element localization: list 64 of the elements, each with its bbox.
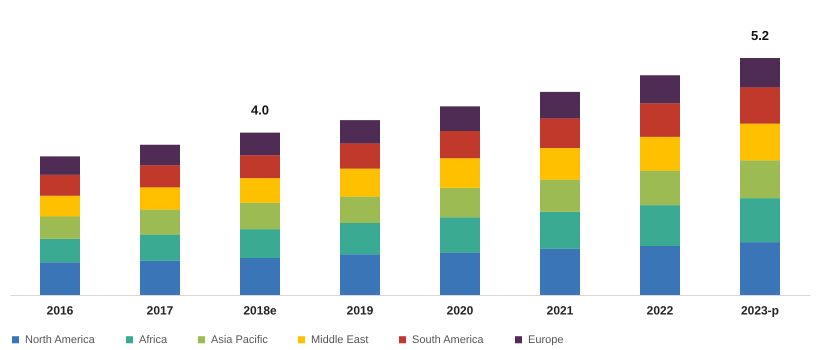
- bar: [340, 222, 380, 254]
- bar: [240, 258, 280, 295]
- bar: [640, 103, 680, 137]
- bar: [440, 130, 480, 158]
- bar: [40, 262, 80, 295]
- bar: [640, 170, 680, 206]
- bar: [240, 132, 280, 156]
- bar: [640, 246, 680, 295]
- bar: [740, 124, 780, 160]
- bar: [640, 136, 680, 171]
- bar: [140, 165, 180, 188]
- bar: [540, 118, 580, 148]
- bar: [40, 238, 80, 262]
- x-tick-label: 2020: [446, 304, 474, 318]
- legend-label: Europe: [528, 334, 564, 346]
- legend-label: South America: [412, 334, 484, 346]
- bar: [540, 92, 580, 118]
- bar: [340, 120, 380, 144]
- bar: [440, 188, 480, 218]
- bar: [240, 155, 280, 178]
- bar: [340, 254, 380, 295]
- bar: [640, 205, 680, 246]
- x-tick-label: 2017: [146, 304, 174, 318]
- annotation: 4.0: [250, 102, 270, 118]
- bar: [40, 196, 80, 217]
- bar: [40, 156, 80, 175]
- bar: [440, 158, 480, 188]
- bar: [440, 252, 480, 295]
- x-tick-label: 2023-p: [740, 304, 780, 318]
- bar: [240, 202, 280, 230]
- bar: [540, 248, 580, 295]
- bar: [340, 168, 380, 197]
- bar: [740, 87, 780, 124]
- bar: [240, 229, 280, 258]
- legend-label: Middle East: [311, 334, 368, 346]
- bar: [140, 234, 180, 261]
- bar: [140, 210, 180, 235]
- bar: [340, 143, 380, 169]
- bar: [140, 187, 180, 210]
- bar: [340, 196, 380, 223]
- legend-label: North America: [25, 334, 96, 346]
- bar: [540, 212, 580, 249]
- legend-label: Africa: [139, 334, 168, 346]
- bar: [540, 180, 580, 212]
- bar: [40, 216, 80, 239]
- x-tick-label: 2019: [346, 304, 374, 318]
- bar: [140, 260, 180, 295]
- bar: [40, 174, 80, 196]
- x-tick-label: 2018e: [243, 304, 278, 318]
- bar: [140, 144, 180, 166]
- bar: [740, 160, 780, 198]
- x-tick-label: 2016: [46, 304, 74, 318]
- bar: [740, 198, 780, 242]
- x-tick-label: 2022: [646, 304, 674, 318]
- bar: [440, 106, 480, 131]
- text: 5.2: [750, 28, 770, 43]
- legend-label: Asia Pacific: [211, 334, 268, 346]
- x-tick-label: 2021: [546, 304, 574, 318]
- bar: [540, 148, 580, 180]
- bar: [740, 58, 780, 88]
- bar: [640, 75, 680, 104]
- bar: [740, 242, 780, 295]
- bar: [240, 178, 280, 203]
- bar: [440, 217, 480, 253]
